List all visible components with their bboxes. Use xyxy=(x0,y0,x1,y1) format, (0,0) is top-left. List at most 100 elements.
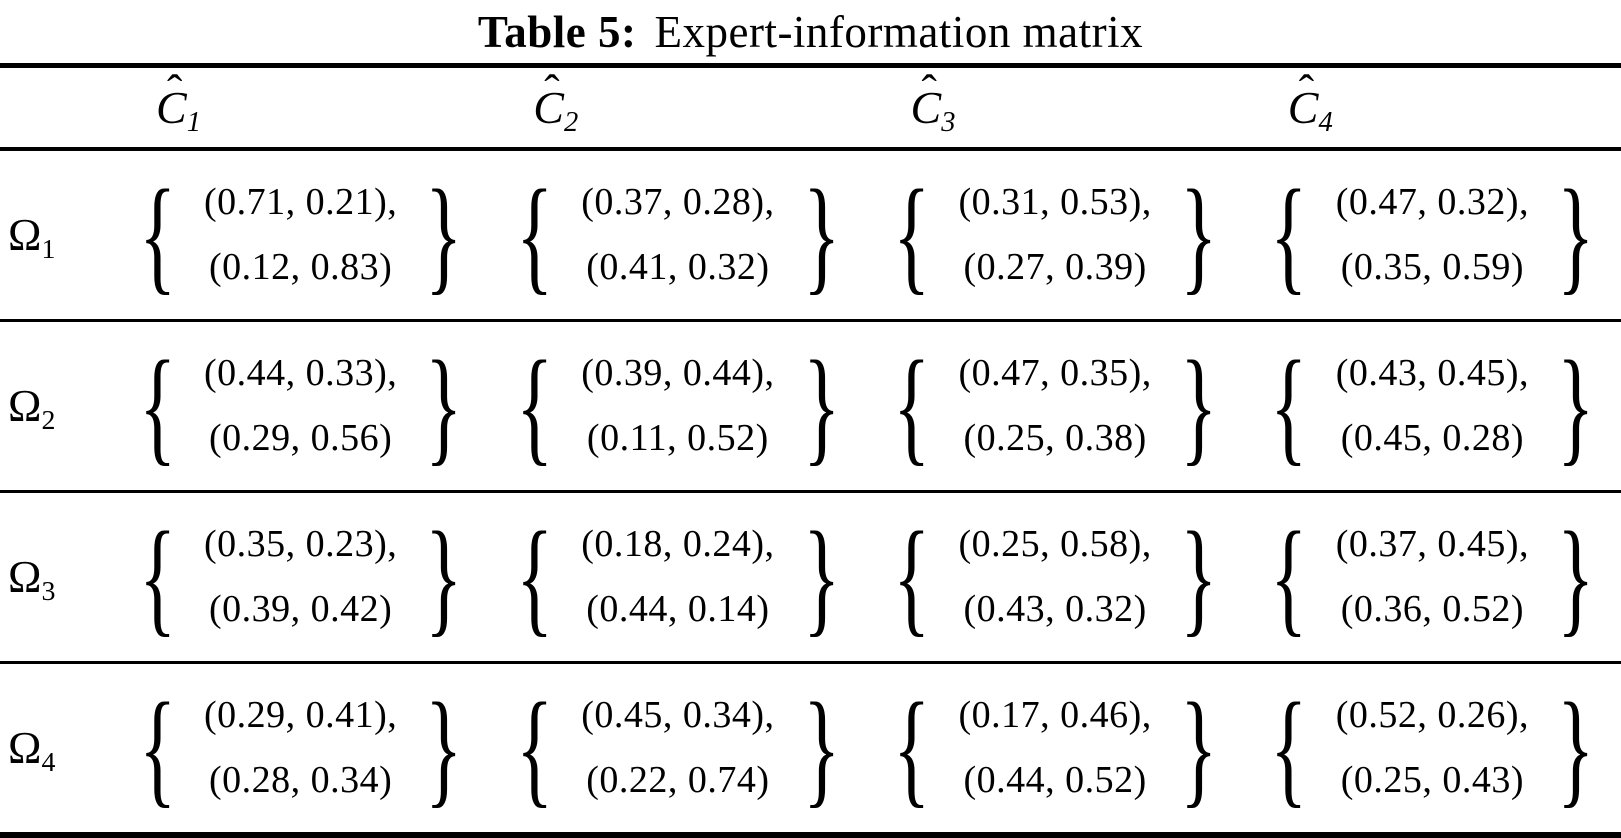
right-brace: } xyxy=(425,506,463,648)
left-brace: { xyxy=(516,677,553,819)
c-hat-symbol: ˆ C4 xyxy=(1287,65,1333,138)
left-brace: { xyxy=(138,677,176,819)
right-brace: } xyxy=(802,335,840,477)
matrix-cell-r4c1: { (0.29, 0.41), (0.28, 0.34) } xyxy=(112,664,489,832)
pair-set: (0.37, 0.28), (0.41, 0.32) xyxy=(581,170,774,301)
right-brace: } xyxy=(425,164,463,306)
pair-line: (0.35, 0.23), xyxy=(203,522,398,565)
matrix-cell-r2c1: { (0.44, 0.33), (0.29, 0.56) } xyxy=(112,322,489,490)
right-brace: } xyxy=(802,677,840,819)
pair-set: (0.18, 0.24), (0.44, 0.14) xyxy=(581,512,774,643)
pair-line: (0.39, 0.44), xyxy=(581,351,775,394)
matrix-cell-r3c2: { (0.18, 0.24), (0.44, 0.14) } xyxy=(489,493,866,661)
left-brace: { xyxy=(893,164,931,306)
matrix-cell-r3c3: { (0.25, 0.58), (0.43, 0.32) } xyxy=(867,493,1244,661)
matrix-cell-r1c3: { (0.31, 0.53), (0.27, 0.39) } xyxy=(867,151,1244,319)
pair-line: (0.25, 0.58), xyxy=(958,522,1152,565)
pair-line: (0.41, 0.32) xyxy=(586,246,770,288)
pair-set: (0.44, 0.33), (0.29, 0.56) xyxy=(204,341,397,472)
right-brace: } xyxy=(802,506,840,648)
left-brace: { xyxy=(516,335,553,477)
pair-set: (0.17, 0.46), (0.44, 0.52) xyxy=(958,683,1151,814)
pair-line: (0.35, 0.59) xyxy=(1340,246,1525,288)
matrix-cell-r1c1: { (0.71, 0.21), (0.12, 0.83) } xyxy=(112,151,489,319)
pair-line: (0.17, 0.46), xyxy=(958,693,1152,736)
pair-line: (0.31, 0.53), xyxy=(958,180,1152,223)
row-header-omega4: Ω4 xyxy=(8,722,56,778)
pair-line: (0.25, 0.43) xyxy=(1340,759,1525,801)
pair-set: (0.47, 0.32), (0.35, 0.59) xyxy=(1336,170,1529,301)
right-brace: } xyxy=(1180,677,1217,819)
left-brace: { xyxy=(138,506,176,648)
column-header-c3: ˆ C3 xyxy=(867,65,1244,138)
left-brace: { xyxy=(893,335,931,477)
matrix-cell-r2c2: { (0.39, 0.44), (0.11, 0.52) } xyxy=(489,322,866,490)
pair-line: (0.45, 0.28) xyxy=(1340,417,1525,459)
matrix-cell-r3c1: { (0.35, 0.23), (0.39, 0.42) } xyxy=(112,493,489,661)
table-row-omega3: Ω3 { (0.35, 0.23), (0.39, 0.42) } { (0.18… xyxy=(0,490,1621,661)
matrix-cell-r4c3: { (0.17, 0.46), (0.44, 0.52) } xyxy=(867,664,1244,832)
left-brace: { xyxy=(1270,506,1308,648)
right-brace: } xyxy=(1180,335,1217,477)
pair-set: (0.47, 0.35), (0.25, 0.38) xyxy=(958,341,1151,472)
pair-line: (0.44, 0.52) xyxy=(963,759,1147,801)
right-brace: } xyxy=(1180,506,1217,648)
right-brace: } xyxy=(425,677,463,819)
matrix-cell-r1c4: { (0.47, 0.32), (0.35, 0.59) } xyxy=(1244,151,1621,319)
pair-line: (0.44, 0.14) xyxy=(586,588,770,630)
pair-set: (0.31, 0.53), (0.27, 0.39) xyxy=(958,170,1151,301)
table-caption-text: Expert-information matrix xyxy=(654,6,1144,57)
matrix-cell-r2c3: { (0.47, 0.35), (0.25, 0.38) } xyxy=(867,322,1244,490)
pair-line: (0.27, 0.39) xyxy=(963,246,1147,288)
pair-line: (0.36, 0.52) xyxy=(1340,588,1525,630)
right-brace: } xyxy=(1557,677,1595,819)
pair-line: (0.18, 0.24), xyxy=(581,522,775,565)
matrix-cell-r1c2: { (0.37, 0.28), (0.41, 0.32) } xyxy=(489,151,866,319)
left-brace: { xyxy=(1270,164,1308,306)
right-brace: } xyxy=(1180,164,1217,306)
pair-line: (0.47, 0.35), xyxy=(958,351,1152,394)
pair-line: (0.39, 0.42) xyxy=(208,588,393,630)
table-caption-tag: Table 5: xyxy=(477,6,637,57)
left-brace: { xyxy=(138,164,176,306)
left-brace: { xyxy=(516,164,553,306)
pair-line: (0.11, 0.52) xyxy=(586,417,769,459)
left-brace: { xyxy=(1270,677,1308,819)
matrix-cell-r4c2: { (0.45, 0.34), (0.22, 0.74) } xyxy=(489,664,866,832)
pair-set: (0.45, 0.34), (0.22, 0.74) xyxy=(581,683,774,814)
pair-set: (0.52, 0.26), (0.25, 0.43) xyxy=(1336,683,1529,814)
pair-line: (0.22, 0.74) xyxy=(586,759,770,801)
right-brace: } xyxy=(802,164,840,306)
pair-line: (0.37, 0.28), xyxy=(581,180,775,223)
pair-set: (0.37, 0.45), (0.36, 0.52) xyxy=(1336,512,1529,643)
left-brace: { xyxy=(516,506,553,648)
table-row-omega4: Ω4 { (0.29, 0.41), (0.28, 0.34) } { (0.45… xyxy=(0,661,1621,832)
pair-line: (0.25, 0.38) xyxy=(963,417,1147,459)
row-header-omega2: Ω2 xyxy=(8,380,56,436)
c-hat-symbol: ˆ C3 xyxy=(910,65,956,138)
right-brace: } xyxy=(425,335,463,477)
pair-set: (0.29, 0.41), (0.28, 0.34) xyxy=(204,683,397,814)
table-header-row: ˆ C1 ˆ C2 ˆ C3 ˆ C4 xyxy=(0,68,1621,151)
row-header-omega3: Ω3 xyxy=(8,551,56,607)
pair-set: (0.43, 0.45), (0.45, 0.28) xyxy=(1336,341,1529,472)
pair-set: (0.71, 0.21), (0.12, 0.83) xyxy=(204,170,397,301)
left-brace: { xyxy=(893,677,931,819)
pair-line: (0.43, 0.32) xyxy=(963,588,1147,630)
left-brace: { xyxy=(1270,335,1308,477)
table-row-omega1: Ω1 { (0.71, 0.21), (0.12, 0.83) } { (0.37… xyxy=(0,151,1621,319)
matrix-cell-r2c4: { (0.43, 0.45), (0.45, 0.28) } xyxy=(1244,322,1621,490)
pair-line: (0.45, 0.34), xyxy=(581,693,775,736)
pair-line: (0.47, 0.32), xyxy=(1335,180,1530,223)
matrix-cell-r4c4: { (0.52, 0.26), (0.25, 0.43) } xyxy=(1244,664,1621,832)
pair-set: (0.35, 0.23), (0.39, 0.42) xyxy=(204,512,397,643)
left-brace: { xyxy=(138,335,176,477)
pair-line: (0.12, 0.83) xyxy=(208,246,393,288)
pair-line: (0.37, 0.45), xyxy=(1335,522,1530,565)
table-caption: Table 5: Expert-information matrix xyxy=(0,0,1621,63)
pair-line: (0.43, 0.45), xyxy=(1335,351,1530,394)
pair-line: (0.29, 0.56) xyxy=(208,417,393,459)
pair-line: (0.71, 0.21), xyxy=(203,180,398,223)
pair-line: (0.52, 0.26), xyxy=(1335,693,1530,736)
